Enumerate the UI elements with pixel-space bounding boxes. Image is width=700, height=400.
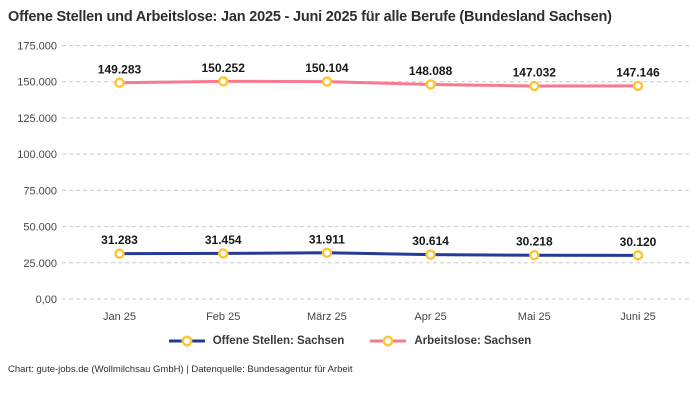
legend-item-arbeitslose: Arbeitslose: Sachsen <box>370 335 531 347</box>
data-point-marker <box>217 248 229 259</box>
attribution-text: Chart: gute-jobs.de (Wollmilchsau GmbH) … <box>8 364 353 375</box>
data-label: 147.146 <box>616 65 660 79</box>
data-label: 148.088 <box>409 64 453 78</box>
series-line <box>118 79 640 88</box>
y-tick-label: 0,00 <box>36 294 57 306</box>
data-label: 31.454 <box>205 233 242 247</box>
data-point-marker <box>114 77 125 88</box>
chart-legend: Offene Stellen: Sachsen Arbeitslose: Sac… <box>0 330 700 352</box>
y-tick-label: 100.000 <box>17 149 57 161</box>
data-label: 30.614 <box>412 234 449 248</box>
x-tick-label: Mai 25 <box>518 311 551 323</box>
chart-title: Offene Stellen und Arbeitslose: Jan 2025… <box>8 9 612 25</box>
x-tick-label: Feb 25 <box>206 311 240 323</box>
data-point-marker <box>529 250 540 261</box>
y-tick-label: 150.000 <box>17 77 57 89</box>
y-tick-label: 25.000 <box>23 258 57 270</box>
legend-label: Arbeitslose: Sachsen <box>414 335 532 347</box>
data-point-marker <box>321 76 333 87</box>
x-tick-label: Jan 25 <box>103 311 136 323</box>
data-label: 150.104 <box>305 61 349 75</box>
data-point-marker <box>632 250 644 261</box>
data-point-marker <box>114 248 125 259</box>
data-point-marker <box>425 79 436 90</box>
data-point-marker <box>321 247 333 258</box>
y-tick-label: 125.000 <box>17 113 57 125</box>
data-point-marker <box>529 80 540 92</box>
data-label: 147.032 <box>513 66 557 80</box>
y-tick-label: 50.000 <box>23 222 57 234</box>
data-label: 150.252 <box>202 61 246 75</box>
data-point-marker <box>632 80 644 92</box>
data-label: 149.283 <box>98 62 142 76</box>
line-chart: 0,00 25.000 50.000 75.000 100.000 125.000 150.… <box>17 41 692 323</box>
data-label: 30.120 <box>620 235 657 249</box>
x-tick-label: Juni 25 <box>620 311 655 323</box>
legend-label: Offene Stellen: Sachsen <box>212 335 345 347</box>
data-label: 31.911 <box>309 232 345 246</box>
x-tick-label: März 25 <box>307 311 347 323</box>
series-line <box>118 251 640 257</box>
y-tick-label: 175.000 <box>17 41 57 53</box>
data-point-marker <box>217 76 229 87</box>
x-tick-label: Apr 25 <box>414 311 446 323</box>
data-label: 30.218 <box>516 235 553 249</box>
legend-item-offene-stellen: Offene Stellen: Sachsen <box>168 335 345 347</box>
y-tick-label: 75.000 <box>23 185 57 197</box>
legend-line-marker-icon <box>168 335 205 347</box>
data-label: 31.283 <box>101 233 138 247</box>
data-point-marker <box>425 249 436 260</box>
legend-line-marker-icon <box>370 335 407 347</box>
